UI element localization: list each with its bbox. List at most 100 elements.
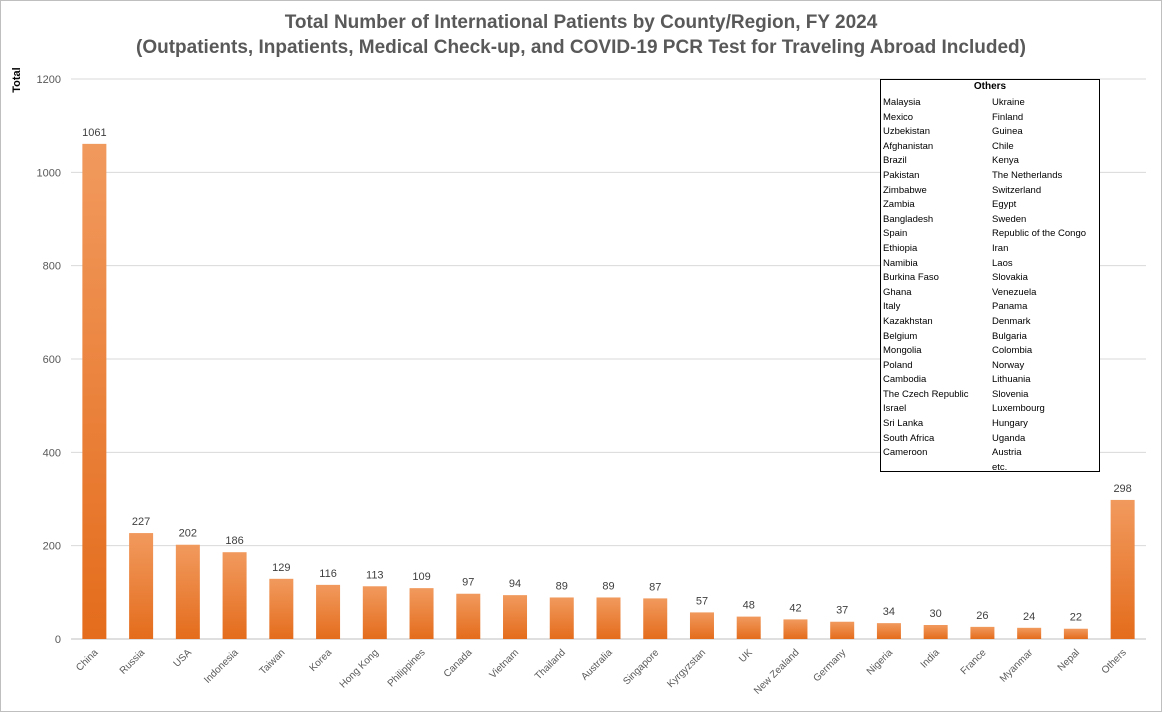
y-tick-label: 1000 xyxy=(37,167,61,179)
bar xyxy=(82,143,107,639)
others-country-item: Malaysia xyxy=(883,97,921,108)
data-label: 30 xyxy=(930,608,942,620)
bar xyxy=(456,593,481,639)
bar xyxy=(316,584,341,639)
x-tick-label: France xyxy=(959,647,989,677)
y-tick-label: 0 xyxy=(55,634,61,646)
data-label: 202 xyxy=(179,528,197,540)
x-tick-label: India xyxy=(919,647,942,670)
others-country-item: Switzerland xyxy=(992,184,1042,196)
others-country-item: etc. xyxy=(992,461,1008,473)
others-country-item: Cameroon xyxy=(883,447,928,459)
bar xyxy=(876,623,901,639)
data-label: 57 xyxy=(696,595,708,607)
others-country-item: Namibia xyxy=(883,257,918,269)
others-country-item: Mongolia xyxy=(883,345,922,357)
x-tick-label: Taiwan xyxy=(258,647,288,677)
x-tick-label: Russia xyxy=(118,647,148,677)
others-country-item: Slovenia xyxy=(992,388,1029,400)
bar xyxy=(970,626,995,639)
x-tick-label: Vietnam xyxy=(488,647,522,681)
data-label: 186 xyxy=(225,535,243,547)
others-country-item: The Czech Republic xyxy=(883,388,969,400)
x-tick-label: Canada xyxy=(442,647,475,680)
others-country-item: Zimbabwe xyxy=(883,184,927,196)
bar xyxy=(222,552,247,639)
others-right-column: Ukraine Finland Guinea Chile Kenya The Nether… xyxy=(992,96,1086,475)
x-tick-label: Kyrgyzstan xyxy=(665,647,708,690)
bar xyxy=(643,598,668,639)
x-tick-label: China xyxy=(74,647,101,674)
bar xyxy=(1017,627,1042,639)
others-country-item: Lithuania xyxy=(992,374,1031,386)
data-label: 113 xyxy=(366,569,384,581)
data-label: 34 xyxy=(883,606,895,618)
others-country-item: Uzbekistan xyxy=(883,126,930,138)
others-country-item: Spain xyxy=(883,228,908,240)
x-tick-label: Germany xyxy=(811,647,848,684)
x-tick-label: Philippines xyxy=(386,647,428,689)
others-country-item: Venezuela xyxy=(992,286,1037,298)
others-country-item: Uganda xyxy=(992,432,1026,444)
others-legend-title: Others xyxy=(973,81,1007,92)
others-country-item: Brazil xyxy=(883,155,907,167)
data-label: 22 xyxy=(1070,612,1082,624)
bar xyxy=(362,586,387,639)
others-country-item: Chile xyxy=(992,140,1014,152)
data-label: 94 xyxy=(509,578,521,590)
data-label: 24 xyxy=(1023,611,1035,623)
data-label: 37 xyxy=(836,605,848,617)
others-country-item: Zambia xyxy=(883,199,915,211)
y-axis-ticks: 0 200 400 600 800 1000 1200 xyxy=(37,74,61,646)
y-tick-label: 600 xyxy=(43,354,61,366)
others-country-item: The Netherlands xyxy=(992,169,1063,181)
data-label: 97 xyxy=(462,577,474,589)
data-label: 298 xyxy=(1113,483,1131,495)
others-country-item: Iran xyxy=(992,242,1009,254)
others-country-item: Ghana xyxy=(883,286,912,298)
others-country-item: Norway xyxy=(992,359,1025,371)
others-legend-box: Others Malaysia Mexico Uzbekistan Afghanist… xyxy=(880,79,1100,475)
others-country-item: Egypt xyxy=(992,199,1017,211)
data-label: 227 xyxy=(132,516,150,528)
others-country-item: Bulgaria xyxy=(992,330,1027,342)
bar xyxy=(736,616,761,639)
y-tick-label: 200 xyxy=(43,541,61,553)
others-country-item: Afghanistan xyxy=(883,140,934,152)
others-country-item: Kenya xyxy=(992,155,1019,167)
data-label: 109 xyxy=(412,571,430,583)
others-country-item: Laos xyxy=(992,257,1013,269)
bar xyxy=(503,595,528,639)
data-label: 26 xyxy=(976,610,988,622)
x-tick-label: Singapore xyxy=(621,647,661,687)
others-country-item: Sri Lanka xyxy=(883,418,924,430)
others-country-item: South Africa xyxy=(883,432,935,444)
others-country-item: Kazakhstan xyxy=(883,315,933,327)
others-country-item: Belgium xyxy=(883,330,918,342)
bar xyxy=(689,612,714,639)
others-country-item: Austria xyxy=(992,447,1022,459)
others-country-item: Mexico xyxy=(883,111,914,123)
others-left-column: Malaysia Mexico Uzbekistan Afghanistan Brazi… xyxy=(883,96,969,461)
data-label: 48 xyxy=(743,600,755,612)
x-tick-label: Myanmar xyxy=(998,647,1036,685)
x-tick-label: Nigeria xyxy=(865,647,895,677)
others-country-item: Ethiopia xyxy=(883,242,918,254)
bar xyxy=(269,578,294,639)
x-axis-ticks: China Russia USA Indonesia Taiwan Korea Hong K… xyxy=(74,647,1129,697)
data-label: 129 xyxy=(272,562,290,574)
x-tick-label: Hong Kong xyxy=(338,647,381,690)
bar xyxy=(1063,628,1088,639)
others-country-item: Finland xyxy=(992,111,1024,123)
chart-title: Total Number of International Patients b… xyxy=(284,12,878,33)
bar xyxy=(830,621,855,639)
others-country-item: Sweden xyxy=(992,213,1027,225)
bar xyxy=(783,619,808,639)
others-country-item: Cambodia xyxy=(883,374,927,386)
others-country-item: Ukraine xyxy=(992,97,1025,108)
data-label: 89 xyxy=(602,580,614,592)
others-country-item: Burkina Faso xyxy=(883,272,939,284)
others-country-item: Italy xyxy=(883,301,901,313)
data-label: 116 xyxy=(319,568,337,580)
